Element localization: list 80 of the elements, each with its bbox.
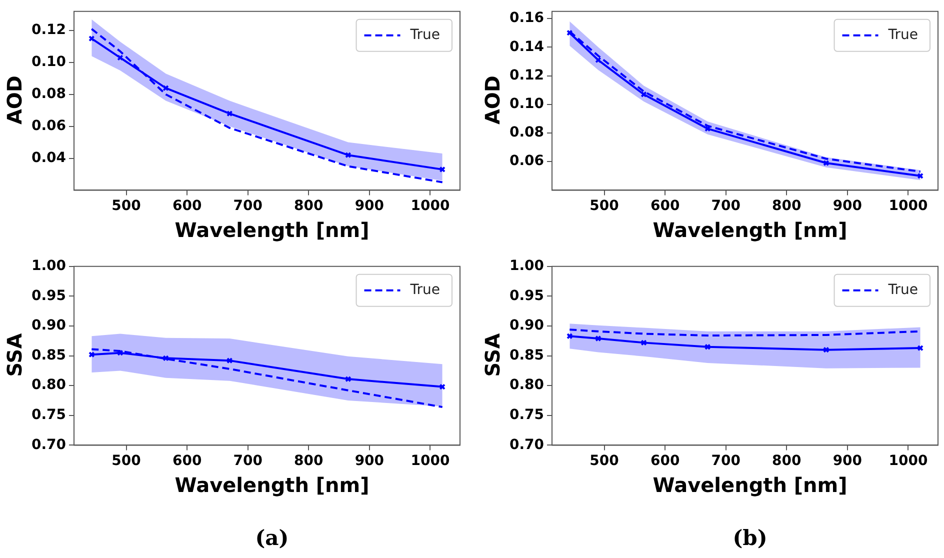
x-tick-label: 600 xyxy=(172,198,202,214)
y-tick-label: 0.70 xyxy=(509,436,544,453)
x-tick-label: 1000 xyxy=(888,198,928,214)
text: (a) xyxy=(254,525,290,550)
y-tick-label: 0.95 xyxy=(31,288,66,304)
y-tick-label: 0.10 xyxy=(31,54,66,70)
x-tick-label: 600 xyxy=(650,453,680,470)
x-tick-label: 600 xyxy=(172,453,202,470)
x-axis-title: Wavelength [nm] xyxy=(174,473,370,497)
line-series xyxy=(90,348,444,408)
point xyxy=(595,335,602,342)
legend-label: True xyxy=(887,282,918,298)
x-tick-label: 500 xyxy=(112,453,142,470)
y-tick-label: 0.85 xyxy=(509,347,544,364)
point xyxy=(345,376,352,382)
y-axis-title: AOD xyxy=(481,75,505,125)
legend-label: True xyxy=(409,282,440,298)
y-tick-label: 0.95 xyxy=(509,288,544,304)
point xyxy=(226,357,233,364)
x-tick-label: 1000 xyxy=(410,198,450,214)
y-tick-label: 0.08 xyxy=(31,86,66,102)
y-tick-label: 0.14 xyxy=(509,38,544,55)
point xyxy=(823,160,830,166)
point xyxy=(640,340,647,346)
x-tick-label: 700 xyxy=(233,198,263,214)
y-tick-label: 1.00 xyxy=(31,258,66,274)
y-axis-title: SSA xyxy=(481,333,506,377)
x-tick-label: 900 xyxy=(354,453,384,470)
x-tick-label: 800 xyxy=(294,453,324,470)
y-tick-label: 0.08 xyxy=(509,124,544,141)
x-tick-label: 800 xyxy=(294,198,324,214)
legend-label: True xyxy=(409,27,440,44)
y-tick-label: 0.85 xyxy=(31,347,66,364)
point xyxy=(117,54,124,61)
x-tick-label: 500 xyxy=(590,198,620,214)
y-tick-label: 0.90 xyxy=(509,318,544,334)
point xyxy=(345,152,352,158)
x-tick-label: 700 xyxy=(711,453,741,470)
x-tick-label: 1000 xyxy=(888,453,928,470)
x-tick-label: 500 xyxy=(112,198,142,214)
point xyxy=(640,91,647,98)
point xyxy=(823,346,830,353)
y-tick-label: 0.06 xyxy=(509,153,544,170)
y-tick-label: 0.06 xyxy=(31,118,66,134)
x-tick-label: 700 xyxy=(233,453,263,470)
x-axis-title: Wavelength [nm] xyxy=(174,218,370,242)
y-tick-label: 0.16 xyxy=(509,10,544,26)
point xyxy=(226,110,233,117)
x-tick-label: 800 xyxy=(772,453,802,470)
x-tick-label: 600 xyxy=(650,198,680,214)
x-tick-label: 900 xyxy=(832,453,862,470)
x-axis-title: Wavelength [nm] xyxy=(652,218,848,242)
y-tick-label: 0.12 xyxy=(31,22,66,38)
point xyxy=(162,84,169,92)
x-tick-label: 900 xyxy=(832,198,862,214)
x-tick-label: 900 xyxy=(354,198,384,214)
y-axis-title: SSA xyxy=(3,333,28,377)
y-tick-label: 0.75 xyxy=(509,407,544,424)
y-tick-label: 0.12 xyxy=(509,67,544,84)
y-tick-label: 0.80 xyxy=(509,377,544,394)
y-tick-label: 0.75 xyxy=(31,407,66,424)
y-tick-label: 0.04 xyxy=(31,150,66,166)
y-tick-label: 0.80 xyxy=(31,377,66,394)
y-tick-label: 0.10 xyxy=(509,96,544,112)
x-tick-label: 700 xyxy=(711,198,741,214)
point xyxy=(704,344,711,350)
x-tick-label: 800 xyxy=(772,198,802,214)
y-axis-title: AOD xyxy=(3,75,27,125)
y-tick-label: 0.90 xyxy=(31,318,66,334)
legend-label: True xyxy=(887,27,918,44)
text: (b) xyxy=(732,525,768,550)
point xyxy=(704,126,711,132)
y-tick-label: 1.00 xyxy=(509,258,544,274)
point xyxy=(595,56,602,64)
point xyxy=(117,350,124,356)
x-tick-label: 500 xyxy=(590,453,620,470)
point xyxy=(162,355,169,362)
y-tick-label: 0.70 xyxy=(31,436,66,453)
x-axis-title: Wavelength [nm] xyxy=(652,473,848,497)
x-tick-label: 1000 xyxy=(410,453,450,470)
